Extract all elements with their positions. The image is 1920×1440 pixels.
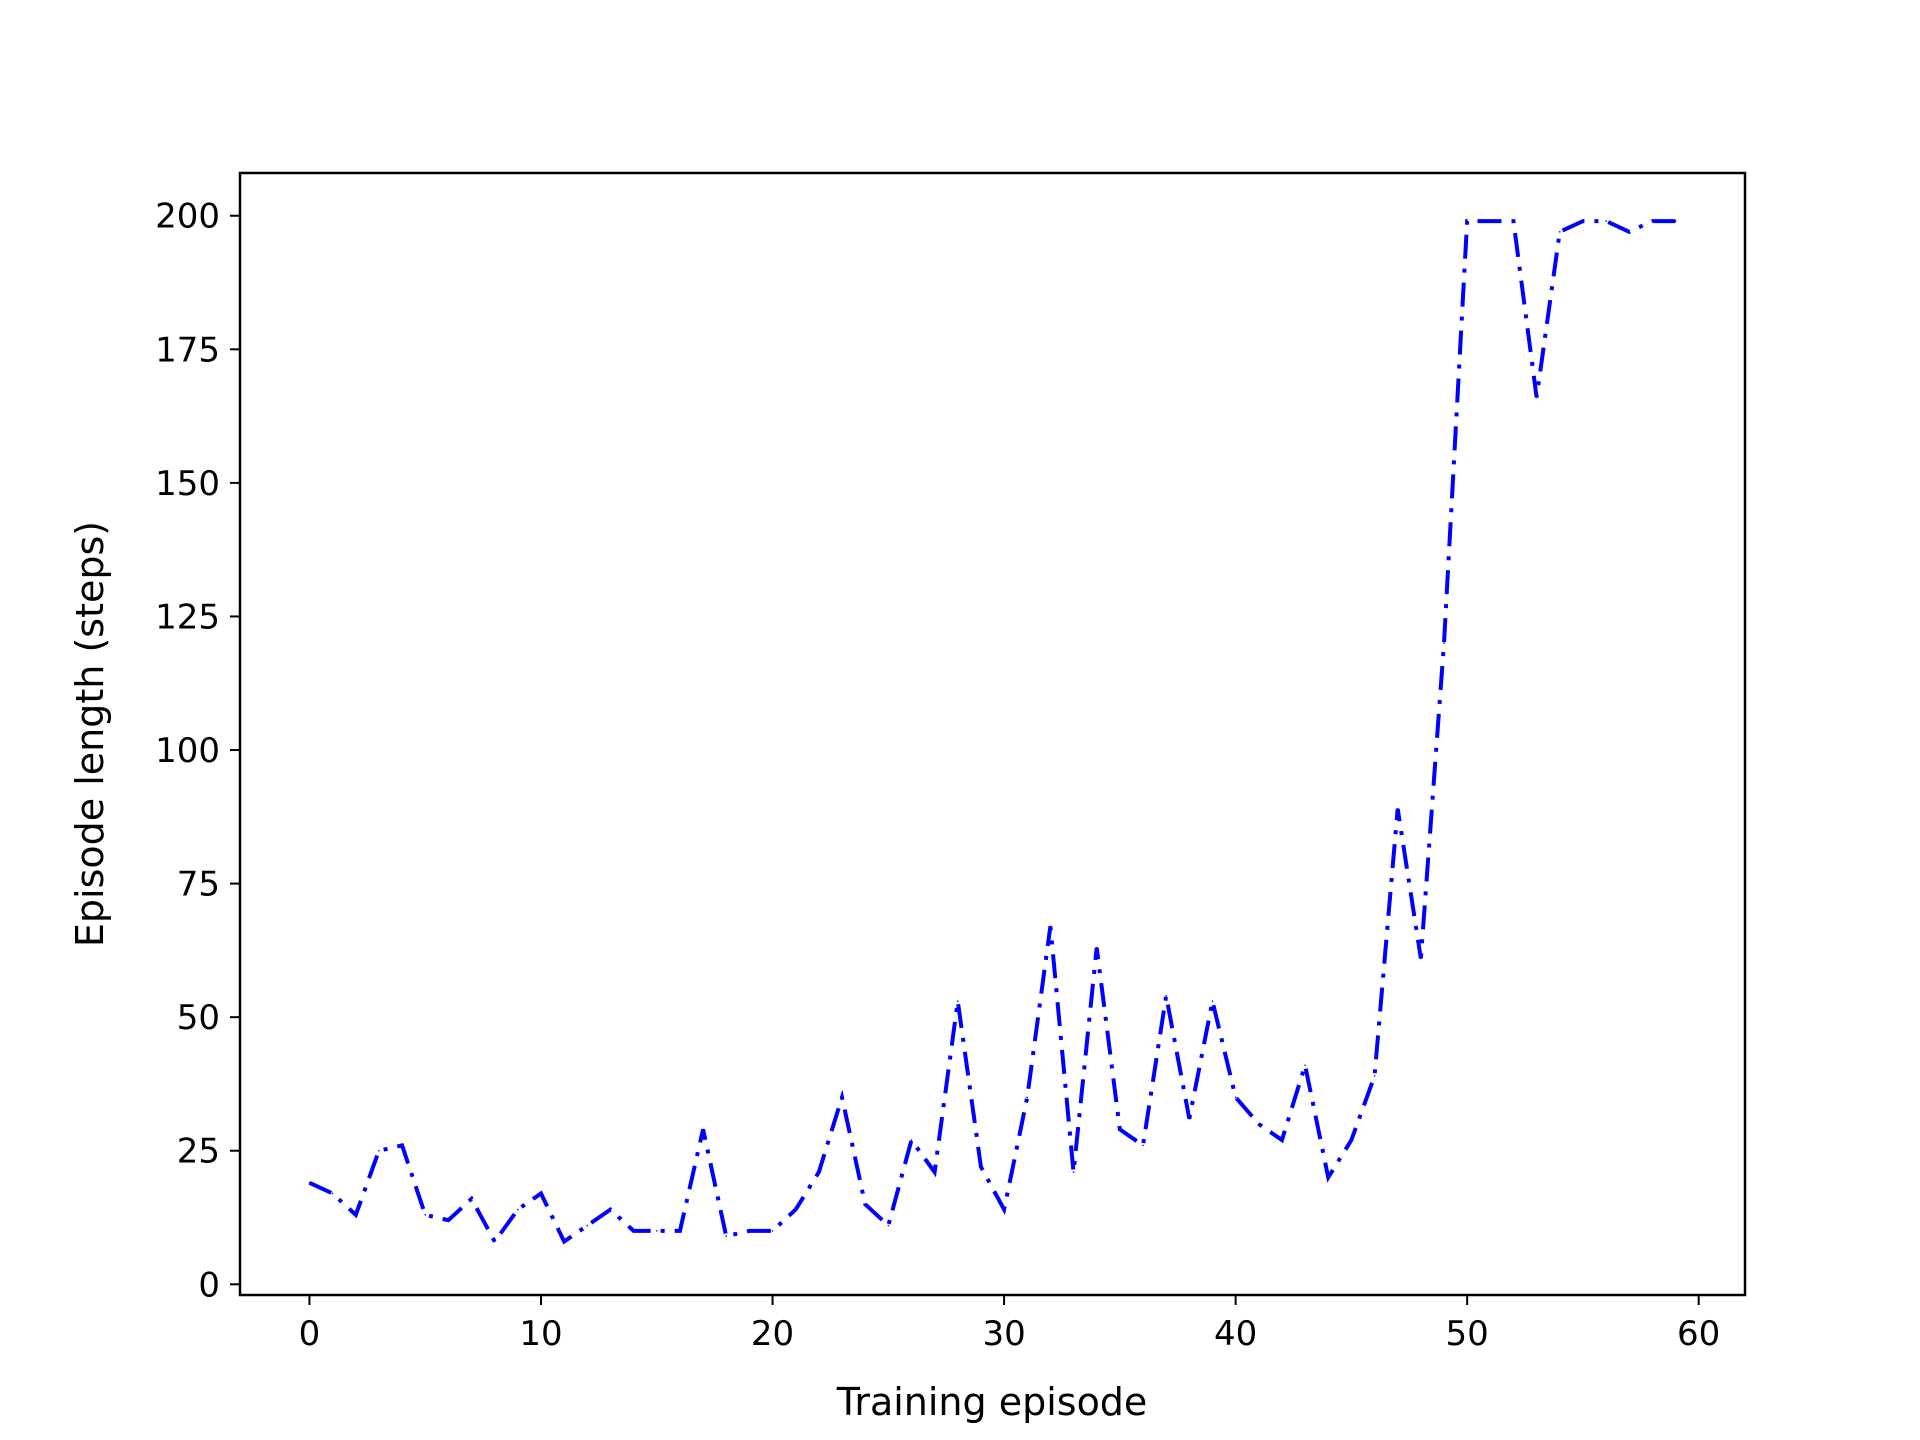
series-layer: [308, 219, 1677, 1246]
data-point: [725, 1235, 728, 1238]
data-point: [424, 1214, 427, 1216]
data-point: [655, 1230, 658, 1232]
data-point: [910, 1139, 913, 1141]
data-point: [1535, 396, 1538, 399]
data-point: [609, 1208, 612, 1211]
data-point: [1165, 995, 1167, 997]
data-point: [563, 1240, 565, 1243]
y-tick-label: 0: [198, 1265, 220, 1305]
x-tick-label: 50: [1446, 1314, 1489, 1354]
x-axis: 0 10 20 30 40 50 60: [299, 1295, 1720, 1354]
x-tick-label: 60: [1677, 1314, 1720, 1354]
data-point: [1281, 1139, 1283, 1141]
data-point: [1605, 220, 1607, 222]
y-tick-label: 150: [155, 464, 220, 504]
y-tick-label: 75: [177, 865, 220, 905]
plot-frame: [238, 171, 1747, 1297]
y-axis: 0 25 50 75 100 125 150 175 200: [155, 197, 240, 1305]
y-tick-label: 175: [155, 330, 220, 370]
data-point: [378, 1149, 380, 1152]
x-axis-label: Training episode: [836, 1380, 1148, 1424]
x-tick-label: 10: [519, 1314, 562, 1354]
data-point: [540, 1192, 542, 1195]
y-tick-label: 25: [177, 1132, 220, 1172]
data-point: [702, 1128, 704, 1131]
data-point: [517, 1208, 519, 1211]
data-point: [1489, 220, 1492, 222]
data-point: [1651, 220, 1654, 222]
x-tick-label: 0: [299, 1314, 321, 1354]
data-point: [1558, 230, 1561, 233]
data-point: [1628, 230, 1631, 233]
data-point: [1234, 1096, 1237, 1099]
data-point: [586, 1224, 589, 1227]
data-point: [1582, 220, 1584, 222]
data-point: [818, 1171, 820, 1173]
data-point: [1466, 220, 1468, 222]
data-point: [841, 1096, 843, 1099]
y-axis-label: Episode length (steps): [68, 521, 112, 947]
data-point: [1049, 925, 1052, 928]
data-point: [1072, 1171, 1075, 1173]
data-point: [1026, 1096, 1029, 1099]
data-point: [1188, 1117, 1191, 1120]
data-point: [331, 1192, 334, 1195]
data-point: [354, 1214, 357, 1216]
data-point: [1512, 220, 1515, 222]
x-tick-label: 30: [982, 1314, 1025, 1354]
data-point: [1211, 1000, 1214, 1002]
data-point: [748, 1230, 751, 1232]
data-point: [1119, 1128, 1121, 1131]
data-point: [1350, 1139, 1353, 1141]
x-tick-label: 40: [1214, 1314, 1257, 1354]
data-point: [308, 1182, 311, 1184]
data-point: [933, 1171, 936, 1173]
data-point: [1095, 946, 1098, 949]
data-point: [470, 1198, 473, 1200]
y-tick-label: 100: [155, 731, 220, 771]
data-point: [447, 1219, 450, 1221]
data-point: [1396, 808, 1399, 810]
data-point: [493, 1240, 496, 1243]
data-point: [956, 1000, 959, 1002]
data-point: [1257, 1123, 1260, 1125]
data-point: [980, 1165, 982, 1168]
data-point: [1142, 1144, 1144, 1147]
data-point: [1443, 642, 1445, 644]
data-point: [1304, 1064, 1306, 1067]
y-tick-label: 200: [155, 197, 220, 237]
series-line: [308, 219, 1676, 1246]
y-tick-label: 50: [177, 998, 220, 1038]
data-point: [1420, 957, 1422, 960]
data-point: [887, 1224, 890, 1227]
data-point: [1003, 1208, 1005, 1211]
y-tick-label: 125: [155, 597, 220, 637]
plot-area: [240, 173, 1745, 1295]
data-point: [1373, 1075, 1376, 1077]
data-point: [771, 1230, 774, 1232]
data-point: [401, 1144, 403, 1147]
data-point: [632, 1230, 635, 1232]
data-point: [679, 1230, 681, 1232]
data-point: [1674, 220, 1677, 222]
data-point: [794, 1208, 797, 1211]
data-point: [864, 1203, 866, 1205]
data-point: [1327, 1176, 1330, 1179]
x-tick-label: 20: [751, 1314, 794, 1354]
